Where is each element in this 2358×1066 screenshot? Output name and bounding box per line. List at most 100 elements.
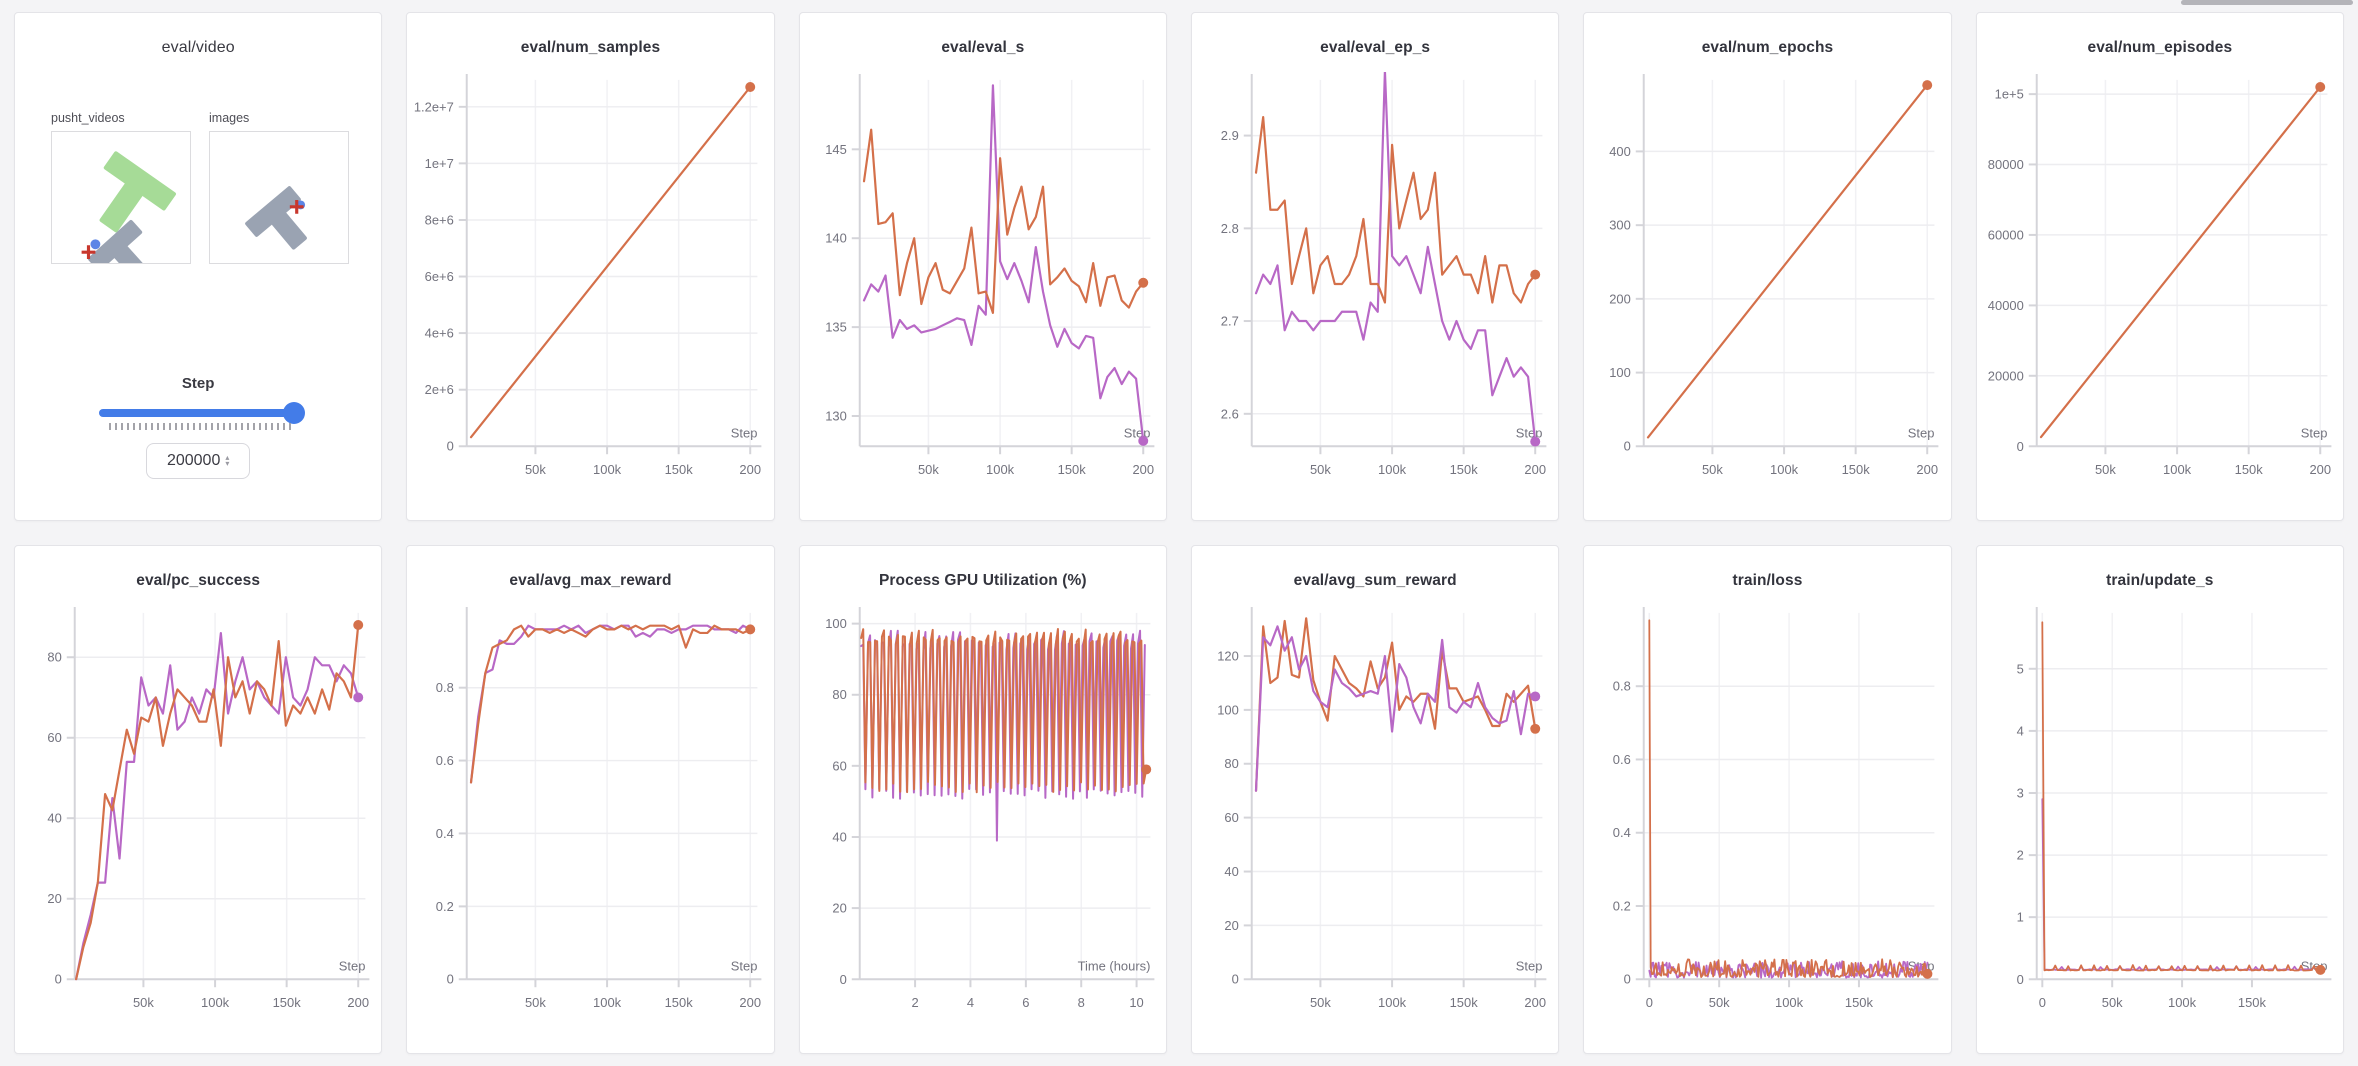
chart-panel-train-update-s: train/update_s 0 1 2 3 4 5 0 50k 100k 150k Step: [1975, 545, 2344, 1054]
svg-text:6e+6: 6e+6: [425, 269, 454, 284]
images-frame: [245, 186, 307, 250]
step-stepper: ▴ ▾: [225, 453, 230, 468]
pusht-video-frame: [81, 151, 176, 263]
svg-text:0.4: 0.4: [1613, 825, 1631, 840]
svg-text:40: 40: [47, 811, 61, 826]
svg-text:2: 2: [2016, 848, 2023, 863]
svg-text:100k: 100k: [2168, 995, 2197, 1010]
step-slider-label: Step: [181, 375, 215, 392]
chart-canvas[interactable]: 0 0.2 0.4 0.6 0.8 50k 100k 150k 200 Step: [407, 599, 773, 1039]
svg-text:60: 60: [1224, 810, 1238, 825]
chart-title: eval/num_episodes: [2087, 39, 2233, 56]
svg-text:50k: 50k: [1702, 462, 1723, 477]
svg-text:150k: 150k: [1845, 995, 1874, 1010]
svg-text:150k: 150k: [1450, 995, 1479, 1010]
svg-text:0: 0: [1646, 995, 1653, 1010]
svg-text:Step: Step: [731, 958, 758, 973]
svg-text:0: 0: [2016, 439, 2023, 454]
svg-text:0.8: 0.8: [1613, 679, 1631, 694]
chart-canvas[interactable]: 0 20000 40000 60000 80000 1e+5 50k 100k 150k 200 S…: [1977, 66, 2343, 506]
chart-canvas[interactable]: 0 20 40 60 80 100 120 50k 100k 150k 200 Step: [1192, 599, 1558, 1039]
series-end-dot: [353, 692, 364, 703]
svg-text:135: 135: [825, 320, 847, 335]
images-thumbnail[interactable]: [209, 131, 349, 264]
series-end-dot: [1137, 277, 1148, 288]
block-tee-shape: [87, 220, 151, 263]
series-end-dot: [1530, 723, 1541, 734]
svg-text:50k: 50k: [918, 462, 939, 477]
svg-text:50k: 50k: [525, 462, 546, 477]
svg-text:2.9: 2.9: [1221, 128, 1239, 143]
svg-text:150k: 150k: [2238, 995, 2267, 1010]
top-scrollbar[interactable]: [2181, 0, 2353, 5]
media-label-images: images: [209, 111, 250, 125]
chart-panel-eval-num-episodes: eval/num_episodes 0 20000 40000 60000 80000 1e…: [1975, 12, 2344, 521]
svg-text:0.4: 0.4: [436, 826, 454, 841]
svg-text:2.8: 2.8: [1221, 221, 1239, 236]
target-cross: [81, 245, 96, 260]
series-end-dot: [1530, 691, 1541, 702]
svg-text:4: 4: [2016, 723, 2023, 738]
svg-text:Step: Step: [1908, 425, 1935, 440]
svg-text:80: 80: [47, 650, 61, 665]
svg-text:150k: 150k: [2234, 462, 2263, 477]
chart-canvas[interactable]: 0 2e+6 4e+6 6e+6 8e+6 1e+7 1.2e+7 50k 100k 150k 20…: [407, 66, 773, 506]
chart-title: train/update_s: [2106, 572, 2214, 589]
chart-title: eval/avg_max_reward: [509, 572, 672, 589]
step-increment-icon[interactable]: ▴: [225, 453, 230, 462]
svg-text:6: 6: [1022, 995, 1029, 1010]
svg-text:150k: 150k: [1057, 462, 1086, 477]
step-slider-ruler: [109, 423, 291, 430]
svg-text:150k: 150k: [665, 462, 694, 477]
goal-tee-shape: [99, 151, 176, 233]
chart-panel-eval-avg-sum-reward: eval/avg_sum_reward 0 20 40 60 80 100 120 50k 100…: [1191, 545, 1560, 1054]
svg-text:1e+7: 1e+7: [425, 156, 454, 171]
series-end-dot: [745, 82, 756, 92]
chart-panel-eval-avg-max-reward: eval/avg_max_reward 0 0.2 0.4 0.6 0.8 50k 100k 1…: [406, 545, 775, 1054]
svg-text:300: 300: [1610, 218, 1632, 233]
svg-text:0: 0: [839, 972, 846, 987]
step-value-input[interactable]: 200000 ▴ ▾: [146, 443, 251, 479]
pusht-video-thumbnail[interactable]: [51, 131, 191, 264]
svg-text:0: 0: [447, 972, 454, 987]
svg-text:1.2e+7: 1.2e+7: [414, 99, 454, 114]
svg-text:40000: 40000: [1987, 298, 2023, 313]
video-panel: eval/video pusht_videos images: [14, 12, 383, 521]
svg-text:50k: 50k: [525, 995, 546, 1010]
chart-canvas[interactable]: 0 20 40 60 80 100 2 4 6 8 10 Time (hours): [800, 599, 1166, 1039]
series-end-dot: [1530, 269, 1541, 280]
series-end-dot: [1140, 764, 1151, 775]
svg-text:50k: 50k: [2095, 462, 2116, 477]
svg-text:150k: 150k: [1450, 462, 1479, 477]
chart-panel-process-gpu-utilization: Process GPU Utilization (%) 0 20 40 60 80 100 2…: [798, 545, 1167, 1054]
svg-text:4e+6: 4e+6: [425, 326, 454, 341]
svg-text:Time (hours): Time (hours): [1077, 958, 1150, 973]
svg-text:200: 200: [1524, 995, 1546, 1010]
svg-text:50k: 50k: [133, 995, 154, 1010]
svg-text:100k: 100k: [986, 462, 1015, 477]
chart-panel-train-loss: train/loss 0 0.2 0.4 0.6 0.8 0 50k 100k 150k Step: [1583, 545, 1952, 1054]
step-slider-thumb[interactable]: [283, 402, 305, 424]
chart-canvas[interactable]: 0 100 200 300 400 50k 100k 150k 200 Step: [1584, 66, 1950, 506]
chart-title: train/loss: [1732, 572, 1803, 589]
chart-canvas[interactable]: 0 20 40 60 80 50k 100k 150k 200 Step: [15, 599, 381, 1039]
step-slider-track[interactable]: [99, 402, 305, 424]
svg-text:400: 400: [1610, 144, 1632, 159]
step-decrement-icon[interactable]: ▾: [225, 459, 230, 468]
svg-text:200: 200: [347, 995, 369, 1010]
svg-text:Step: Step: [2300, 425, 2327, 440]
svg-text:140: 140: [825, 231, 847, 246]
svg-text:Step: Step: [731, 425, 758, 440]
svg-text:40: 40: [832, 829, 846, 844]
media-label-pusht-videos: pusht_videos: [51, 111, 125, 125]
svg-text:100k: 100k: [1770, 462, 1799, 477]
chart-title: eval/num_epochs: [1701, 39, 1834, 56]
svg-text:100: 100: [825, 616, 847, 631]
svg-text:200: 200: [1917, 462, 1939, 477]
svg-text:50k: 50k: [2101, 995, 2122, 1010]
series-end-dot: [1922, 80, 1933, 91]
